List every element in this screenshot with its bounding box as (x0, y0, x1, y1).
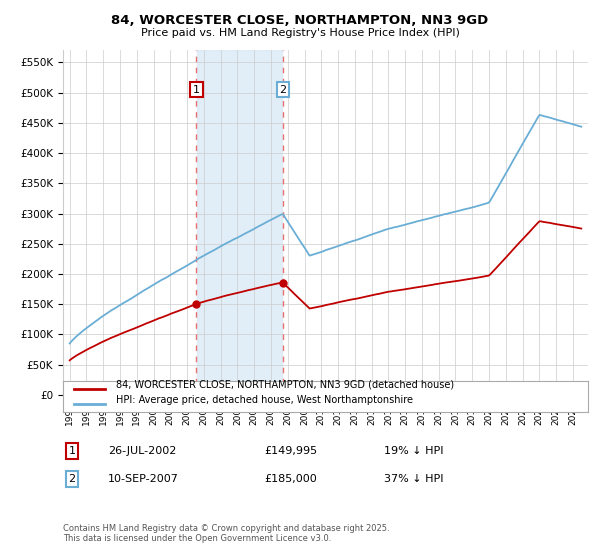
Text: HPI: Average price, detached house, West Northamptonshire: HPI: Average price, detached house, West… (115, 395, 413, 405)
Text: £185,000: £185,000 (264, 474, 317, 484)
Text: 84, WORCESTER CLOSE, NORTHAMPTON, NN3 9GD: 84, WORCESTER CLOSE, NORTHAMPTON, NN3 9G… (112, 14, 488, 27)
Text: 1: 1 (68, 446, 76, 456)
Text: 37% ↓ HPI: 37% ↓ HPI (384, 474, 443, 484)
Text: Price paid vs. HM Land Registry's House Price Index (HPI): Price paid vs. HM Land Registry's House … (140, 28, 460, 38)
Text: 2: 2 (68, 474, 76, 484)
Text: 1: 1 (193, 85, 200, 95)
Text: 19% ↓ HPI: 19% ↓ HPI (384, 446, 443, 456)
Text: 2: 2 (280, 85, 286, 95)
Text: 26-JUL-2002: 26-JUL-2002 (108, 446, 176, 456)
Text: 84, WORCESTER CLOSE, NORTHAMPTON, NN3 9GD (detached house): 84, WORCESTER CLOSE, NORTHAMPTON, NN3 9G… (115, 380, 454, 389)
Text: £149,995: £149,995 (264, 446, 317, 456)
Text: Contains HM Land Registry data © Crown copyright and database right 2025.
This d: Contains HM Land Registry data © Crown c… (63, 524, 389, 543)
Text: 10-SEP-2007: 10-SEP-2007 (108, 474, 179, 484)
